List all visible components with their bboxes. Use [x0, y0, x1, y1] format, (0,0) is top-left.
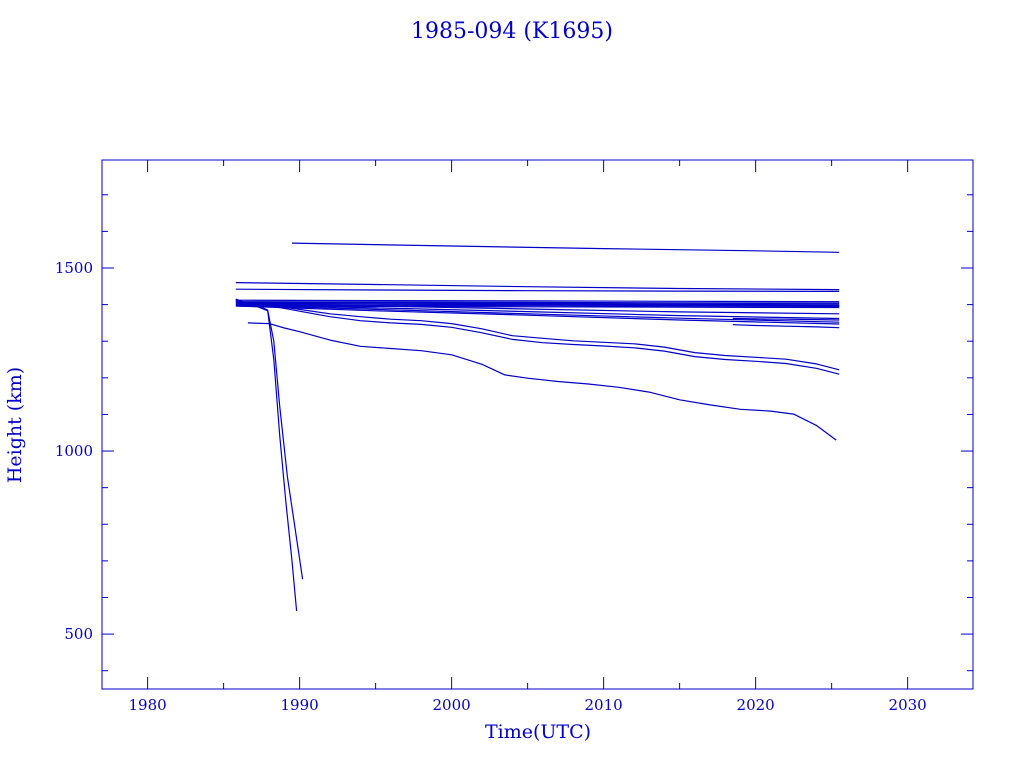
y-tick-label: 500 — [64, 625, 93, 643]
series-line — [238, 304, 840, 320]
series-line — [732, 324, 840, 329]
series-line — [247, 322, 837, 441]
x-tick-label: 2000 — [433, 696, 471, 714]
y-axis-label: Height (km) — [4, 367, 26, 483]
series-line — [238, 304, 840, 323]
y-tick-label: 1000 — [55, 442, 93, 460]
y-tick-label: 1500 — [55, 259, 93, 277]
series-line — [238, 302, 840, 371]
series-line — [235, 301, 840, 307]
plot-frame — [101, 159, 974, 690]
x-tick-label: 2030 — [889, 696, 927, 714]
axis-ticks — [102, 160, 973, 689]
x-tick-label: 1990 — [281, 696, 319, 714]
series-line — [235, 298, 304, 580]
series-line — [238, 301, 840, 375]
series-line — [291, 242, 840, 253]
series-line — [235, 282, 840, 291]
series-line — [238, 302, 840, 315]
x-axis-label: Time(UTC) — [485, 721, 591, 743]
x-tick-label: 2020 — [737, 696, 775, 714]
series-line — [235, 301, 840, 304]
axis-tick-labels: 1980 1990 2000 2010 2020 2030 500 1000 1500 — [55, 259, 927, 714]
series-line — [732, 317, 840, 321]
chart-title: 1985-094 (K1695) — [411, 19, 613, 44]
series-line — [235, 299, 298, 612]
series-line — [235, 299, 840, 303]
series-line — [238, 305, 840, 325]
x-tick-label: 1980 — [129, 696, 167, 714]
series-line — [235, 288, 840, 292]
x-tick-label: 2010 — [585, 696, 623, 714]
series-group — [235, 242, 840, 612]
